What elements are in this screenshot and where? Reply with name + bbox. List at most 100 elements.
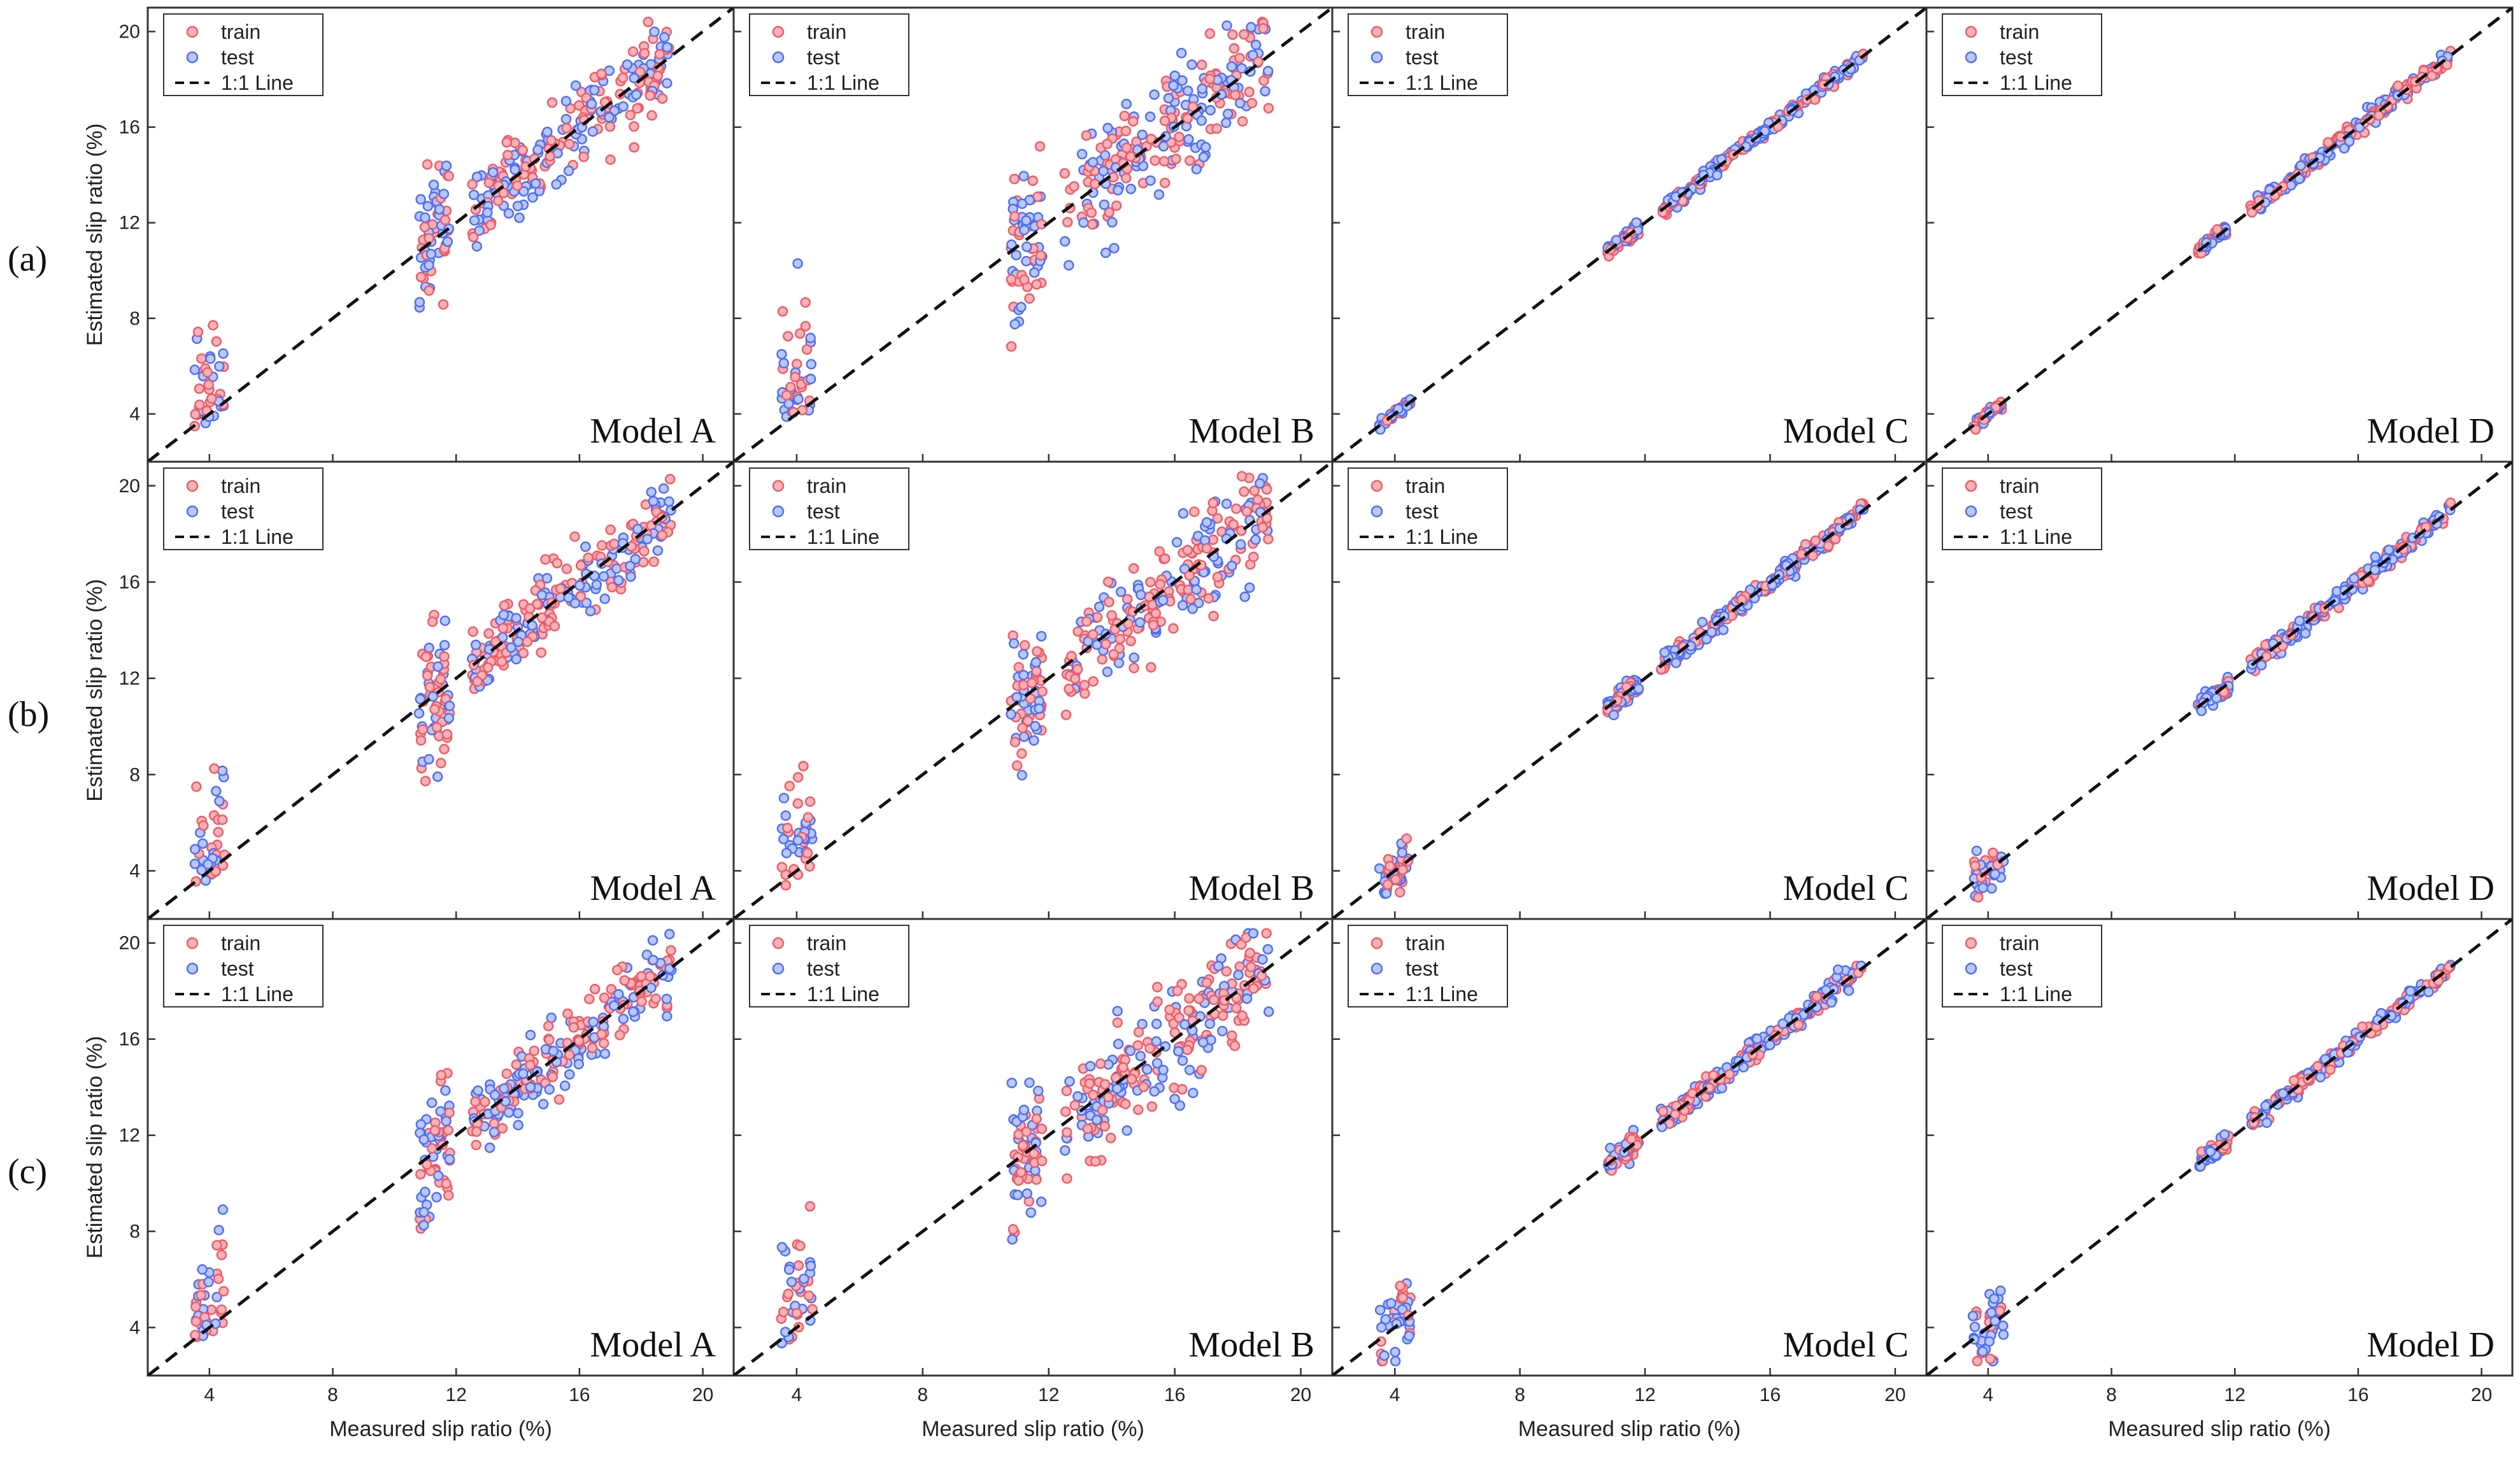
test-point [805, 373, 816, 385]
test-point [1113, 185, 1123, 196]
one-to-one-line [734, 8, 1332, 462]
test-point [1697, 616, 1708, 628]
test-point [1204, 1018, 1216, 1029]
train-point [605, 524, 616, 536]
train-point [1120, 173, 1132, 183]
one-to-one-line [148, 919, 734, 1376]
train-point [439, 744, 450, 755]
test-point [589, 85, 600, 96]
train-point [1189, 506, 1200, 517]
one-to-one-line [1332, 462, 1926, 919]
test-point [1099, 199, 1110, 210]
x-axis-title: Measured slip ratio (%) [2108, 1417, 2331, 1441]
test-point [498, 609, 509, 620]
train-point [532, 599, 543, 609]
legend-marker-train [1370, 480, 1383, 492]
test-point [214, 361, 225, 372]
train-point [2261, 651, 2272, 662]
train-point [795, 1241, 806, 1251]
test-point [1085, 1060, 1096, 1072]
train-point [1244, 87, 1255, 97]
y-axis-title: Estimated slip ratio (%) [83, 124, 107, 346]
test-point [1380, 1314, 1391, 1325]
legend-label-test: test [2000, 957, 2033, 980]
legend-label-line: 1:1 Line [2000, 525, 2072, 548]
train-point [203, 379, 214, 390]
one-to-one-line [1926, 8, 2512, 462]
train-point [1263, 534, 1274, 544]
test-point [1257, 954, 1268, 965]
x-tick-label: 20 [1884, 1384, 1905, 1406]
train-point [1235, 939, 1247, 950]
train-point [1159, 115, 1171, 127]
train-point [1062, 217, 1073, 228]
train-point [211, 1240, 222, 1251]
test-point [2354, 122, 2365, 133]
test-point [1112, 1006, 1123, 1016]
train-point [555, 583, 566, 594]
row-label-c: (c) [8, 1152, 47, 1192]
test-point [433, 1170, 444, 1181]
train-point [549, 620, 560, 632]
train-point [1106, 609, 1117, 621]
test-point [649, 26, 660, 38]
train-point [536, 612, 548, 623]
test-point [560, 96, 572, 107]
train-point [1102, 576, 1114, 587]
test-point [1255, 478, 1265, 489]
test-point [587, 126, 599, 137]
train-point [778, 1306, 789, 1318]
test-point [1191, 584, 1202, 595]
test-point [1236, 63, 1248, 74]
train-point [417, 724, 428, 735]
legend-marker-test [772, 51, 785, 64]
x-tick-label: 8 [327, 1384, 338, 1406]
train-point [1128, 116, 1139, 127]
x-tick-label: 4 [204, 1384, 215, 1406]
test-point [658, 32, 670, 43]
train-point [568, 1022, 580, 1033]
legend-label-train: train [1406, 474, 1445, 497]
test-point [1173, 1046, 1184, 1057]
train-point [1099, 1121, 1111, 1132]
legend-marker-test [1370, 962, 1383, 975]
train-point [471, 1139, 481, 1151]
y-tick-label: 16 [119, 1029, 140, 1050]
legend-label-train: train [2000, 474, 2039, 497]
test-point [1034, 703, 1044, 714]
train-point [1099, 1079, 1111, 1090]
test-point [1260, 85, 1271, 97]
y-tick-label: 16 [119, 117, 140, 138]
train-point [1018, 680, 1029, 691]
train-point [1006, 274, 1017, 285]
train-point [482, 662, 494, 673]
test-point [499, 1083, 509, 1094]
train-point [1229, 1041, 1241, 1051]
train-point [424, 681, 436, 693]
train-point [1249, 485, 1260, 496]
train-point [1114, 634, 1125, 644]
train-point [1390, 874, 1401, 885]
train-point [2324, 1064, 2336, 1075]
legend-label-test: test [2000, 500, 2033, 523]
train-point [803, 1290, 815, 1301]
test-point [1262, 944, 1274, 955]
test-point [1201, 516, 1213, 528]
test-point [418, 1207, 429, 1218]
test-point [441, 1116, 452, 1127]
model-label: Model A [590, 411, 716, 451]
test-point [2256, 660, 2267, 671]
test-point [1030, 657, 1041, 668]
train-point [1159, 177, 1171, 189]
train-point [429, 1125, 441, 1136]
test-point [1221, 20, 1232, 31]
y-tick-label: 12 [119, 213, 140, 234]
test-point [1033, 1085, 1044, 1097]
test-point [420, 212, 431, 224]
test-point [415, 694, 426, 704]
test-point [1718, 624, 1729, 636]
